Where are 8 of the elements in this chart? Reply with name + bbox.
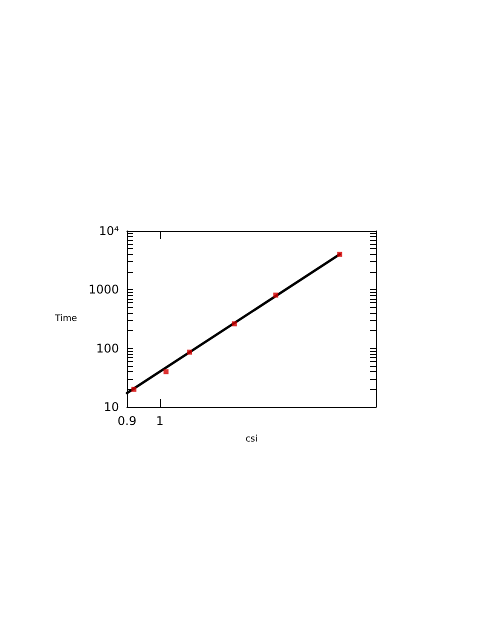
- x-tick-label: 0.9: [117, 414, 137, 428]
- y-axis-title: Time: [54, 314, 78, 324]
- x-axis-title: csi: [245, 434, 258, 444]
- y-tick-label: 10: [104, 400, 119, 414]
- y-tick-label: 100: [96, 341, 119, 356]
- y-tick-label: 1000: [88, 282, 119, 297]
- x-tick-label: 1: [156, 414, 164, 428]
- y-tick-label: 10⁴: [98, 224, 120, 238]
